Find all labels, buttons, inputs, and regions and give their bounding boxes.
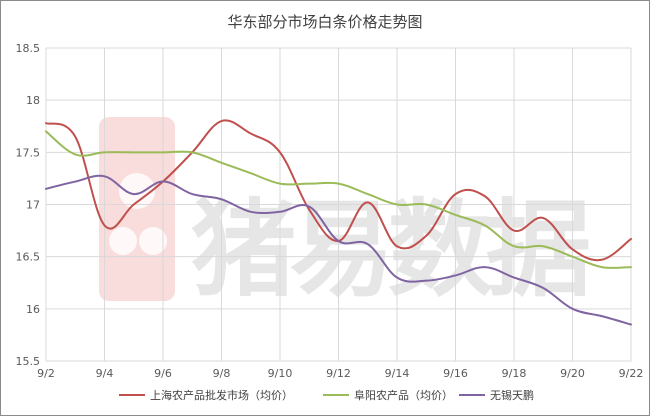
series-line-1: [45, 130, 632, 269]
legend-label: 无锡天鹏: [490, 388, 534, 402]
x-tick-label: 9/10: [268, 367, 293, 380]
y-tick-label: 15.5: [16, 355, 41, 368]
x-tick-label: 9/20: [560, 367, 585, 380]
x-tick-label: 9/8: [213, 367, 231, 380]
series-line-0: [45, 119, 632, 262]
y-tick-label: 16: [26, 303, 40, 316]
legend-label: 阜阳农产品（均价）: [354, 388, 453, 402]
x-tick-label: 9/12: [326, 367, 351, 380]
x-tick-label: 9/16: [443, 367, 468, 380]
y-tick-label: 16.5: [16, 251, 41, 264]
x-tick-label: 9/2: [37, 367, 55, 380]
x-tick-label: 9/22: [619, 367, 644, 380]
x-tick-label: 9/18: [502, 367, 527, 380]
svg-text:猪易数据: 猪易数据: [191, 189, 591, 311]
x-tick-label: 9/6: [154, 367, 172, 380]
y-tick-label: 18: [26, 94, 40, 107]
legend-label: 上海农产品批发市场（均价）: [150, 388, 293, 402]
x-tick-label: 9/4: [96, 367, 114, 380]
y-tick-label: 18.5: [16, 42, 41, 55]
y-tick-label: 17.5: [16, 146, 41, 159]
chart-title: 华东部分市场白条价格走势图: [227, 13, 422, 31]
series-line-2: [45, 174, 632, 326]
y-tick-label: 17: [26, 199, 40, 212]
x-tick-label: 9/14: [385, 367, 410, 380]
watermark-logo: 猪易数据: [99, 117, 591, 311]
